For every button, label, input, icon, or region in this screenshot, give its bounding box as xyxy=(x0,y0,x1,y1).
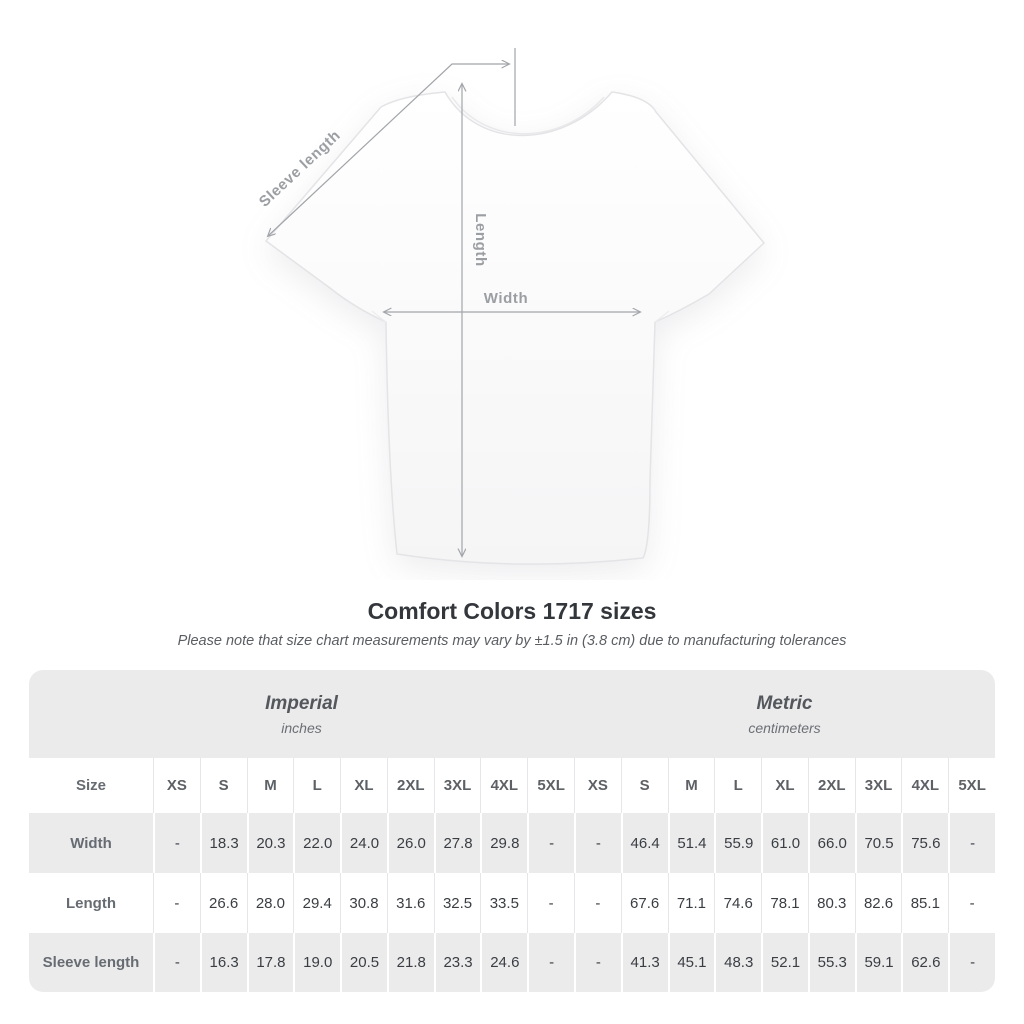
table-cell: 48.3 xyxy=(714,933,762,992)
group-header-metric: Metric centimeters xyxy=(574,670,995,758)
table-cell: - xyxy=(527,933,574,992)
table-cell: - xyxy=(527,813,574,873)
table-cell: 74.6 xyxy=(714,873,762,933)
table-cell: 85.1 xyxy=(901,873,949,933)
column-header-l-metric: L xyxy=(714,758,762,813)
table-cell: - xyxy=(948,813,995,873)
column-header-l-imperial: L xyxy=(293,758,341,813)
column-header-4xl-imperial: 4XL xyxy=(480,758,528,813)
table-cell: 16.3 xyxy=(199,933,247,992)
group-name-imperial: Imperial xyxy=(265,692,338,714)
table-cell: 70.5 xyxy=(854,813,902,873)
table-cell: - xyxy=(527,873,574,933)
table-cell: - xyxy=(574,813,621,873)
table-cell: - xyxy=(153,873,200,933)
column-header-2xl-imperial: 2XL xyxy=(386,758,434,813)
group-name-metric: Metric xyxy=(756,692,813,714)
table-cell: 26.6 xyxy=(199,873,247,933)
table-cell: 22.0 xyxy=(293,813,341,873)
size-table: Imperial inches Metric centimeters Size X… xyxy=(29,670,995,992)
table-cell: 20.3 xyxy=(246,813,294,873)
size-row-label: Size xyxy=(29,758,153,813)
table-cell: 19.0 xyxy=(293,933,341,992)
table-cell: 51.4 xyxy=(667,813,715,873)
row-label-length: Length xyxy=(29,873,153,933)
column-header-m-imperial: M xyxy=(246,758,294,813)
column-header-3xl-imperial: 3XL xyxy=(433,758,481,813)
table-cell: 80.3 xyxy=(807,873,855,933)
row-label-width: Width xyxy=(29,813,153,873)
table-cell: - xyxy=(153,813,200,873)
table-cell: 20.5 xyxy=(340,933,387,992)
table-cell: 32.5 xyxy=(433,873,481,933)
table-cell: - xyxy=(574,933,621,992)
table-cell: 82.6 xyxy=(854,873,902,933)
row-label-sleeve-length: Sleeve length xyxy=(29,933,153,992)
table-cell: 55.9 xyxy=(714,813,762,873)
table-cell: 61.0 xyxy=(761,813,808,873)
table-cell: 28.0 xyxy=(246,873,294,933)
table-cell: 55.3 xyxy=(807,933,855,992)
column-header-xs-imperial: XS xyxy=(153,758,200,813)
table-cell: 24.0 xyxy=(340,813,387,873)
column-header-xl-imperial: XL xyxy=(340,758,387,813)
table-cell: 46.4 xyxy=(620,813,668,873)
column-header-3xl-metric: 3XL xyxy=(854,758,902,813)
table-cell: 45.1 xyxy=(667,933,715,992)
table-cell: 66.0 xyxy=(807,813,855,873)
table-cell: 26.0 xyxy=(386,813,434,873)
table-cell: 52.1 xyxy=(761,933,808,992)
column-header-2xl-metric: 2XL xyxy=(807,758,855,813)
width-arrow: Width xyxy=(384,290,640,312)
table-cell: 18.3 xyxy=(199,813,247,873)
column-header-4xl-metric: 4XL xyxy=(901,758,949,813)
table-cell: 62.6 xyxy=(901,933,949,992)
column-header-s-metric: S xyxy=(620,758,668,813)
table-cell: - xyxy=(948,933,995,992)
table-cell: 71.1 xyxy=(667,873,715,933)
width-label: Width xyxy=(484,290,529,307)
page-subtitle: Please note that size chart measurements… xyxy=(177,633,847,649)
table-cell: 17.8 xyxy=(246,933,294,992)
length-label: Length xyxy=(472,213,489,267)
page-title: Comfort Colors 1717 sizes xyxy=(367,598,657,624)
column-header-5xl-imperial: 5XL xyxy=(527,758,574,813)
column-header-m-metric: M xyxy=(667,758,715,813)
table-cell: 30.8 xyxy=(340,873,387,933)
table-cell: 33.5 xyxy=(480,873,528,933)
table-cell: 59.1 xyxy=(854,933,902,992)
table-cell: 23.3 xyxy=(433,933,481,992)
table-cell: 31.6 xyxy=(386,873,434,933)
group-unit-centimeters: centimeters xyxy=(748,719,821,736)
table-cell: 78.1 xyxy=(761,873,808,933)
column-header-5xl-metric: 5XL xyxy=(948,758,995,813)
table-cell: 29.8 xyxy=(480,813,528,873)
column-header-s-imperial: S xyxy=(199,758,247,813)
table-cell: 29.4 xyxy=(293,873,341,933)
table-cell: - xyxy=(574,873,621,933)
table-cell: 24.6 xyxy=(480,933,528,992)
table-cell: 41.3 xyxy=(620,933,668,992)
table-cell: 21.8 xyxy=(386,933,434,992)
column-header-xl-metric: XL xyxy=(761,758,808,813)
tshirt-image xyxy=(265,91,765,565)
column-header-xs-metric: XS xyxy=(574,758,621,813)
table-cell: 75.6 xyxy=(901,813,949,873)
group-header-imperial: Imperial inches xyxy=(29,670,574,758)
table-cell: - xyxy=(948,873,995,933)
table-cell: 67.6 xyxy=(620,873,668,933)
length-arrow: Length xyxy=(462,84,489,556)
tshirt-diagram: Sleeve length Length Width xyxy=(256,48,765,565)
group-unit-inches: inches xyxy=(281,719,322,736)
table-cell: 27.8 xyxy=(433,813,481,873)
table-cell: - xyxy=(153,933,200,992)
